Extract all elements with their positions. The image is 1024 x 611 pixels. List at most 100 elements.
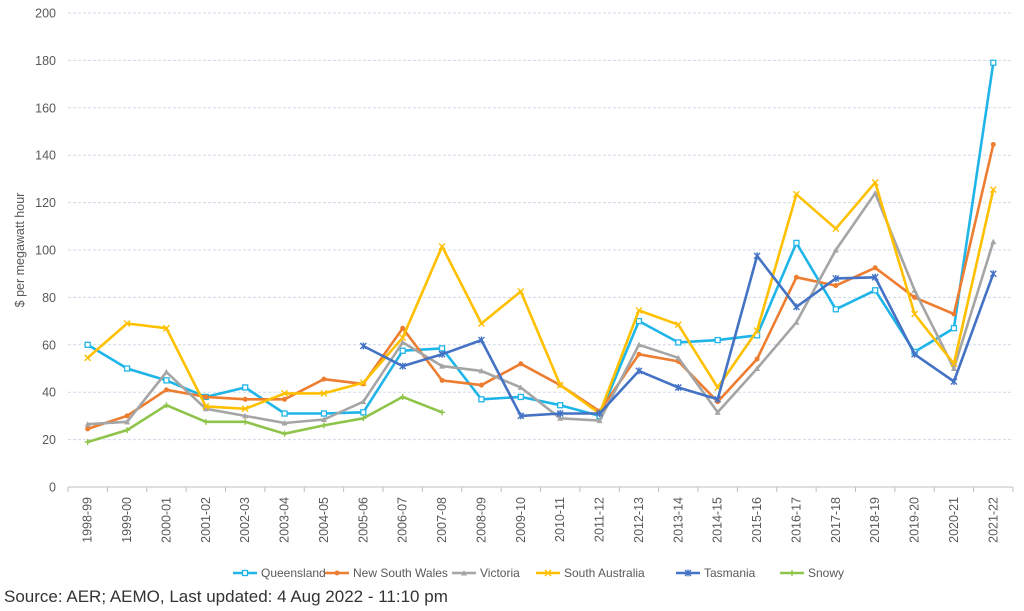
tasmania-marker (753, 252, 761, 260)
victoria-marker (596, 417, 603, 424)
victoria-marker (872, 190, 879, 196)
south-australia-marker (635, 306, 643, 314)
victoria-marker (124, 418, 131, 425)
snowy-marker (360, 415, 367, 422)
series-line-new-south-wales (86, 143, 995, 431)
legend-label: Tasmania (704, 566, 756, 580)
snowy-marker (439, 409, 446, 416)
x-tick-label: 2014-15 (711, 497, 725, 543)
legend-label: Snowy (808, 566, 844, 580)
victoria-marker (439, 363, 446, 369)
victoria-marker (281, 420, 288, 426)
series-new-south-wales (85, 142, 996, 432)
new-south-wales-marker (951, 311, 957, 317)
legend-item-south-australia: South Australia (536, 566, 645, 580)
south-australia-marker (281, 389, 289, 397)
queensland-marker (438, 345, 446, 352)
queensland-marker (793, 239, 800, 247)
snowy-marker (320, 422, 327, 429)
y-tick-label: 0 (49, 481, 56, 495)
south-australia-marker (477, 319, 485, 327)
new-south-wales-marker (439, 377, 445, 383)
queensland-marker (84, 341, 91, 348)
victoria-marker (557, 415, 564, 421)
tasmania-marker (517, 412, 525, 420)
x-axis-ticks: 1998-99 1999-00 2000-01 2001-02 2002-03 2003-… (67, 487, 1014, 543)
legend-snowy-marker (789, 570, 795, 576)
victoria-marker (242, 412, 249, 419)
legend-item-new-south-wales: New South Wales (325, 566, 448, 580)
victoria-marker (714, 409, 721, 415)
series-line-victoria (86, 191, 995, 426)
victoria-marker (360, 398, 367, 405)
snowy-marker (281, 430, 288, 437)
south-australia-marker (438, 242, 446, 250)
victoria-marker (517, 384, 524, 390)
south-australia-marker (753, 327, 761, 335)
tasmania-marker (477, 336, 485, 344)
south-australia-marker (320, 389, 328, 397)
new-south-wales-marker (163, 387, 169, 393)
victoria-marker (163, 369, 170, 375)
x-tick-label: 2009-10 (514, 497, 528, 543)
victoria-marker (990, 238, 997, 245)
y-tick-label: 60 (42, 338, 56, 352)
x-tick-label: 2016-17 (789, 497, 803, 543)
south-australia-marker (202, 402, 210, 410)
legend-label: New South Wales (353, 566, 448, 580)
legend-item-queensland: Queensland (233, 566, 326, 580)
y-axis-ticks: 0 20 40 60 80 100 120 140 160 180 200 (35, 7, 56, 495)
victoria-marker (478, 367, 485, 374)
tasmania-marker (674, 383, 682, 391)
new-south-wales-marker (478, 382, 484, 388)
legend-south-australia-marker (544, 569, 552, 577)
y-tick-label: 160 (35, 101, 56, 115)
y-tick-label: 140 (35, 149, 56, 163)
queensland-marker (123, 365, 131, 372)
y-tick-label: 20 (42, 433, 56, 447)
x-tick-label: 2005-06 (356, 497, 370, 543)
tasmania-marker (911, 350, 919, 358)
queensland-marker (950, 325, 958, 332)
victoria-marker (950, 365, 957, 371)
new-south-wales-marker (912, 294, 918, 300)
snowy-marker (202, 418, 209, 425)
victoria-marker (202, 405, 209, 412)
tasmania-marker (714, 395, 722, 403)
x-tick-label: 2020-21 (947, 497, 961, 543)
new-south-wales-marker (872, 265, 878, 271)
south-australia-marker (871, 178, 879, 186)
x-tick-label: 2008-09 (474, 497, 488, 543)
victoria-marker (84, 421, 91, 427)
series-south-australia (84, 178, 997, 418)
queensland-marker (320, 410, 328, 417)
x-tick-label: 2004-05 (317, 497, 331, 543)
south-australia-marker (84, 354, 92, 362)
x-tick-label: 2002-03 (238, 497, 252, 543)
series-group (84, 59, 997, 445)
x-tick-label: 2011-12 (593, 497, 607, 542)
x-tick-label: 2019-20 (908, 497, 922, 543)
new-south-wales-marker (636, 351, 642, 357)
south-australia-marker (792, 190, 800, 198)
new-south-wales-marker (518, 361, 524, 367)
victoria-marker (320, 416, 327, 422)
series-tasmania (359, 252, 997, 420)
queensland-marker (478, 396, 485, 403)
legend-item-victoria: Victoria (452, 566, 520, 580)
south-australia-marker (674, 321, 682, 329)
legend: Queensland New South Wales Victoria South A… (233, 566, 844, 580)
south-australia-marker (556, 381, 564, 389)
snowy-marker (163, 402, 170, 409)
new-south-wales-marker (282, 396, 288, 402)
x-tick-label: 2000-01 (159, 497, 173, 543)
new-south-wales-marker (124, 413, 130, 419)
queensland-marker (281, 410, 288, 417)
series-line-south-australia (86, 181, 995, 415)
queensland-marker (360, 409, 367, 416)
y-axis-label: $ per megawatt hour (13, 193, 27, 308)
new-south-wales-marker (242, 396, 248, 402)
y-tick-label: 100 (35, 244, 56, 258)
victoria-marker (675, 354, 682, 361)
source-note: Source: AER; AEMO, Last updated: 4 Aug 2… (4, 587, 448, 606)
